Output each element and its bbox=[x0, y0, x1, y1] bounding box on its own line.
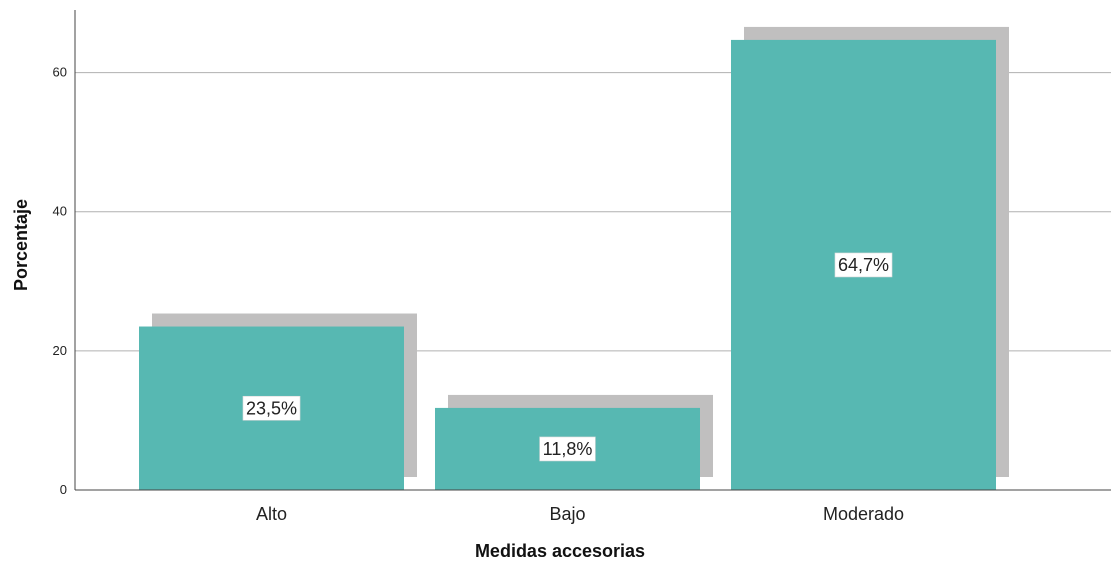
y-tick-labels: 0 20 40 60 bbox=[53, 65, 67, 497]
svg-text:11,8%: 11,8% bbox=[543, 439, 593, 459]
svg-text:23,5%: 23,5% bbox=[246, 398, 297, 418]
data-label: 11,8% bbox=[539, 436, 596, 462]
x-tick-labels: Alto Bajo Moderado bbox=[256, 504, 904, 524]
y-tick-label: 60 bbox=[53, 65, 67, 80]
y-tick-label: 20 bbox=[53, 343, 67, 358]
x-tick-label: Bajo bbox=[549, 504, 585, 524]
data-labels: 23,5% 11,8% 64,7% bbox=[242, 252, 893, 462]
x-tick-label: Alto bbox=[256, 504, 287, 524]
x-axis-title: Medidas accesorias bbox=[475, 541, 645, 561]
data-label: 64,7% bbox=[834, 252, 893, 278]
y-axis-title: Porcentaje bbox=[11, 199, 31, 291]
svg-text:64,7%: 64,7% bbox=[838, 255, 889, 275]
y-tick-label: 40 bbox=[53, 204, 67, 219]
x-tick-label: Moderado bbox=[823, 504, 904, 524]
y-tick-label: 0 bbox=[60, 482, 67, 497]
data-label: 23,5% bbox=[242, 395, 301, 421]
